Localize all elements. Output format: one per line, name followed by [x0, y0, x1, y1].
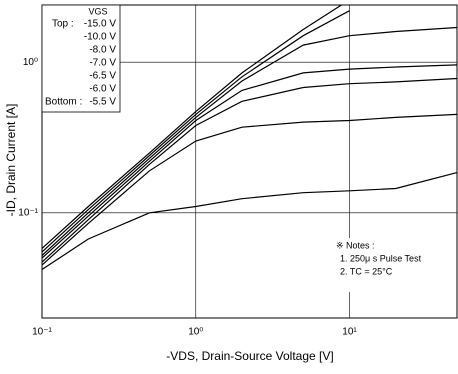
note: 1. 250μ s Pulse Test [340, 253, 422, 263]
curve [42, 77, 458, 263]
notes-box [328, 238, 438, 292]
curve [42, 26, 458, 256]
note: ※ Notes : [336, 240, 375, 250]
legend-entry: -15.0 V [84, 19, 117, 30]
curve [42, 10, 350, 253]
legend-entry: -7.0 V [89, 58, 116, 69]
legend-top: Top : [52, 19, 74, 30]
legend-title: VGS [88, 6, 107, 16]
legend-box [41, 4, 121, 113]
legend-entry: -6.0 V [89, 84, 116, 95]
x-axis-label: -VDS, Drain-Source Voltage [V] [166, 349, 333, 363]
y-tick-label: 10⁰ [23, 57, 38, 68]
y-axis-label: -ID, Drain Current [A] [4, 104, 18, 217]
legend-entry: -8.0 V [89, 45, 116, 56]
y-tick-label: 10⁻¹ [18, 207, 38, 218]
curve [42, 172, 458, 271]
legend-entry: -10.0 V [84, 32, 117, 43]
curve [42, 5, 343, 249]
x-tick-label: 10¹ [342, 327, 357, 338]
legend-bottom: Bottom : [45, 97, 82, 108]
legend-entry: -6.5 V [89, 71, 116, 82]
curves [42, 5, 458, 271]
x-tick-label: 10⁻¹ [32, 327, 52, 338]
curve [42, 64, 458, 259]
legend-entry: -5.5 V [89, 97, 116, 108]
x-tick-label: 10⁰ [188, 327, 203, 338]
curve [42, 113, 458, 266]
note: 2. TC = 25°C [340, 266, 393, 276]
